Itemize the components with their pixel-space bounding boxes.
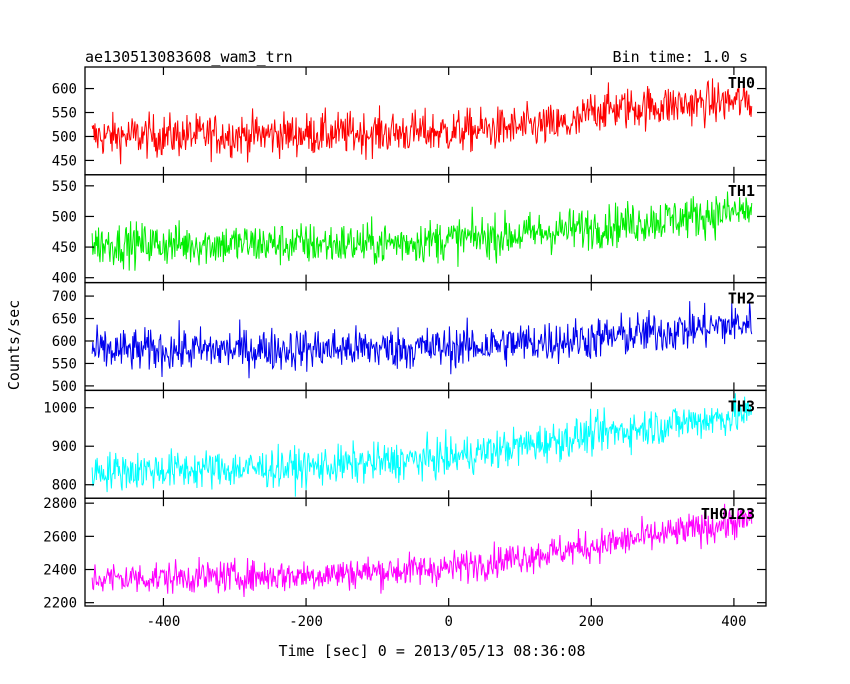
panel-th0: 450 500 550 600 TH0	[52, 66, 767, 176]
panel-name-label: TH3	[728, 397, 755, 415]
panel-th2: 500 550 600 650 700 TH2	[52, 281, 767, 395]
panel-th1: 400 450 500 550 TH1	[52, 174, 767, 287]
x-tick-label: 400	[721, 614, 746, 630]
y-tick-label: 500	[52, 209, 77, 225]
x-axis-label: Time [sec] 0 = 2013/05/13 08:36:08	[278, 642, 585, 660]
y-tick-label: 2200	[43, 596, 77, 612]
x-tick-label: 0	[444, 614, 452, 630]
y-tick-label: 500	[52, 379, 77, 395]
y-axis-label: Counts/sec	[5, 300, 23, 390]
panel-frame	[84, 389, 767, 499]
panel-th3: 800 900 1000 TH3	[43, 389, 767, 499]
panel-name-label: TH0123	[701, 505, 755, 523]
panel-frame	[84, 497, 767, 607]
series-line-th1	[91, 191, 753, 271]
y-tick-label: 450	[52, 153, 77, 169]
series-line-th2	[91, 301, 753, 379]
x-tick-label: 200	[579, 614, 604, 630]
y-tick-label: 500	[52, 129, 77, 145]
y-tick-label: 550	[52, 179, 77, 195]
y-tick-label: 550	[52, 356, 77, 372]
panel-name-label: TH2	[728, 290, 755, 308]
panels-group: 450 500 550 600 TH0 400 450 500 550 TH1 500 550 600 6…	[43, 66, 767, 630]
y-tick-label: 900	[52, 439, 77, 455]
series-line-th3	[91, 393, 753, 497]
y-tick-label: 600	[52, 82, 77, 98]
y-tick-label: 2600	[43, 529, 77, 545]
chart-subtitle: Bin time: 1.0 s	[613, 48, 748, 66]
x-tick-label: -200	[289, 614, 323, 630]
y-tick-label: 450	[52, 240, 77, 256]
y-tick-label: 400	[52, 271, 77, 287]
y-tick-label: 650	[52, 312, 77, 328]
y-tick-label: 2400	[43, 563, 77, 579]
panel-name-label: TH1	[728, 182, 755, 200]
x-tick-label: -400	[147, 614, 181, 630]
chart-title: ae130513083608_wam3_trn	[85, 48, 293, 66]
series-line-th0123	[91, 503, 753, 598]
y-tick-label: 800	[52, 478, 77, 494]
panel-name-label: TH0	[728, 74, 755, 92]
y-tick-label: 2800	[43, 496, 77, 512]
y-tick-label: 550	[52, 106, 77, 122]
series-line-th0	[91, 77, 753, 165]
panel-th0123: 2200 2400 2600 2800 TH0123	[43, 496, 767, 612]
y-tick-label: 700	[52, 289, 77, 305]
y-tick-label: 600	[52, 334, 77, 350]
y-tick-label: 1000	[43, 401, 77, 417]
